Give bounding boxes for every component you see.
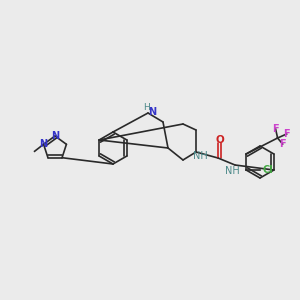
Text: F: F: [272, 124, 279, 134]
Text: N: N: [51, 131, 59, 141]
Text: O: O: [216, 135, 224, 145]
Text: N: N: [40, 139, 48, 149]
Text: NH: NH: [193, 151, 207, 161]
Text: N: N: [148, 107, 156, 117]
Text: NH: NH: [225, 166, 239, 176]
Text: Cl: Cl: [262, 165, 273, 175]
Text: H: H: [144, 103, 150, 112]
Text: F: F: [279, 139, 286, 149]
Text: F: F: [283, 129, 290, 139]
